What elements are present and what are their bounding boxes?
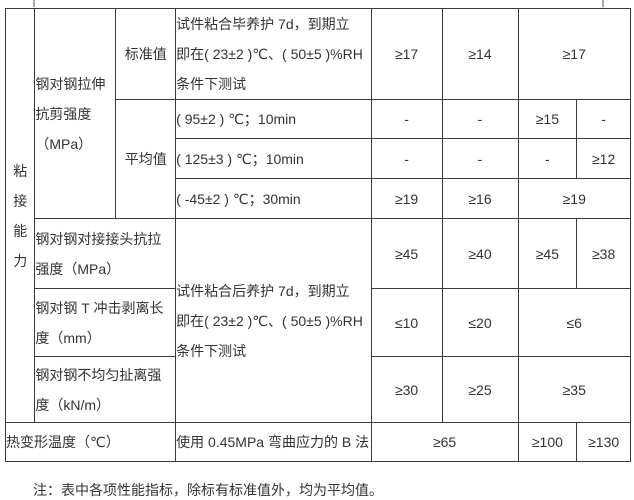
property-t-impact-peel: 钢对钢 T 冲击剥离长 度（mm）: [34, 288, 177, 357]
row-uneven-pull: 钢对钢不均匀扯离强 度（kN/m） ≥30 ≥25 ≥35: [6, 356, 631, 423]
adhesive-performance-table: 粘 接 能 力 钢对钢拉伸 抗剪强度 （MPa） 标准值 试件粘合毕养护 7d，…: [4, 8, 631, 462]
cell-value: ≥19: [370, 178, 443, 219]
condition-125c-10min: ( 125±3 ) ℃；10min: [175, 138, 372, 179]
row-heat-distortion: 热变形温度（℃） 使用 0.45MPa 弯曲应力的 B 法 ≥65 ≥100 ≥…: [4, 422, 631, 462]
row-butt-tensile: 钢对钢对接接头抗拉 强度（MPa） 试件粘合后养护 7d，到期立 即在( 23±…: [6, 218, 631, 423]
cell-value: ≥65: [370, 422, 519, 462]
cell-value: ≤20: [441, 288, 519, 357]
grid-handle-tick-right: [602, 0, 604, 7]
cell-value: ≥14: [441, 8, 519, 100]
cell-value: ≥35: [517, 356, 631, 423]
row-t-impact-peel: 钢对钢 T 冲击剥离长 度（mm） ≤10 ≤20 ≤6: [6, 288, 631, 357]
condition-cure-before-test: 试件粘合毕养护 7d，到期立 即在( 23±2 )℃、( 50±5 )%RH 条…: [175, 8, 372, 100]
condition-95c-10min: ( 95±2 ) ℃；10min: [175, 99, 372, 139]
cell-value: ≥17: [517, 8, 631, 100]
cell-value: -: [517, 138, 578, 179]
cell-value: ≤10: [370, 288, 443, 357]
value-type-standard: 标准值: [115, 8, 177, 100]
property-butt-joint-tensile: 钢对钢对接接头抗拉 强度（MPa）: [34, 218, 177, 289]
cell-value: ≥45: [370, 218, 443, 289]
cell-value: ≥30: [370, 356, 443, 423]
grid-handle-tick-left: [33, 0, 35, 7]
cell-value: -: [370, 138, 443, 179]
condition-minus45c-30min: ( -45±2 ) ℃；30min: [175, 178, 372, 219]
property-uneven-pull-strength: 钢对钢不均匀扯离强 度（kN/m）: [34, 356, 177, 423]
row-average-minus45c: ( -45±2 ) ℃；30min ≥19 ≥16 ≥19: [6, 178, 631, 219]
row-tensile-shear-standard: 粘 接 能 力 钢对钢拉伸 抗剪强度 （MPa） 标准值 试件粘合毕养护 7d，…: [4, 8, 631, 423]
property-heat-distortion-temp: 热变形温度（℃）: [4, 422, 177, 462]
cell-value: -: [441, 138, 519, 179]
cell-value: ≥38: [576, 218, 631, 289]
cell-value: -: [370, 99, 443, 139]
cell-value: ≥40: [441, 218, 519, 289]
cell-value: ≥16: [441, 178, 519, 219]
cell-value: ≥25: [441, 356, 519, 423]
cell-value: ≥45: [517, 218, 578, 289]
cell-value: -: [441, 99, 519, 139]
cell-value: ≥130: [576, 422, 631, 462]
table-footnote: 注：表中各项性能指标，除标有标准值外，均为平均值。: [33, 482, 383, 498]
condition-cure-after-test: 试件粘合后养护 7d，到期立 即在( 23±2 )℃、( 50±5 )%RH 条…: [175, 218, 372, 423]
cell-value: ≥100: [517, 422, 578, 462]
cell-value: ≥15: [517, 99, 578, 139]
row-average-125c: ( 125±3 ) ℃；10min - - - ≥12: [6, 138, 631, 179]
property-tensile-shear: 钢对钢拉伸 抗剪强度 （MPa）: [34, 8, 117, 219]
value-type-average: 平均值: [115, 99, 177, 219]
category-bonding-ability: 粘 接 能 力: [4, 8, 36, 423]
cell-value: -: [576, 99, 631, 139]
condition-bend-stress-method-b: 使用 0.45MPa 弯曲应力的 B 法: [175, 422, 372, 462]
row-average-95c: 平均值 ( 95±2 ) ℃；10min - - ≥15 -: [6, 99, 631, 219]
cell-value: ≥19: [517, 178, 631, 219]
cell-value: ≥12: [576, 138, 631, 179]
cell-value: ≥17: [370, 8, 443, 100]
cell-value: ≤6: [517, 288, 631, 357]
